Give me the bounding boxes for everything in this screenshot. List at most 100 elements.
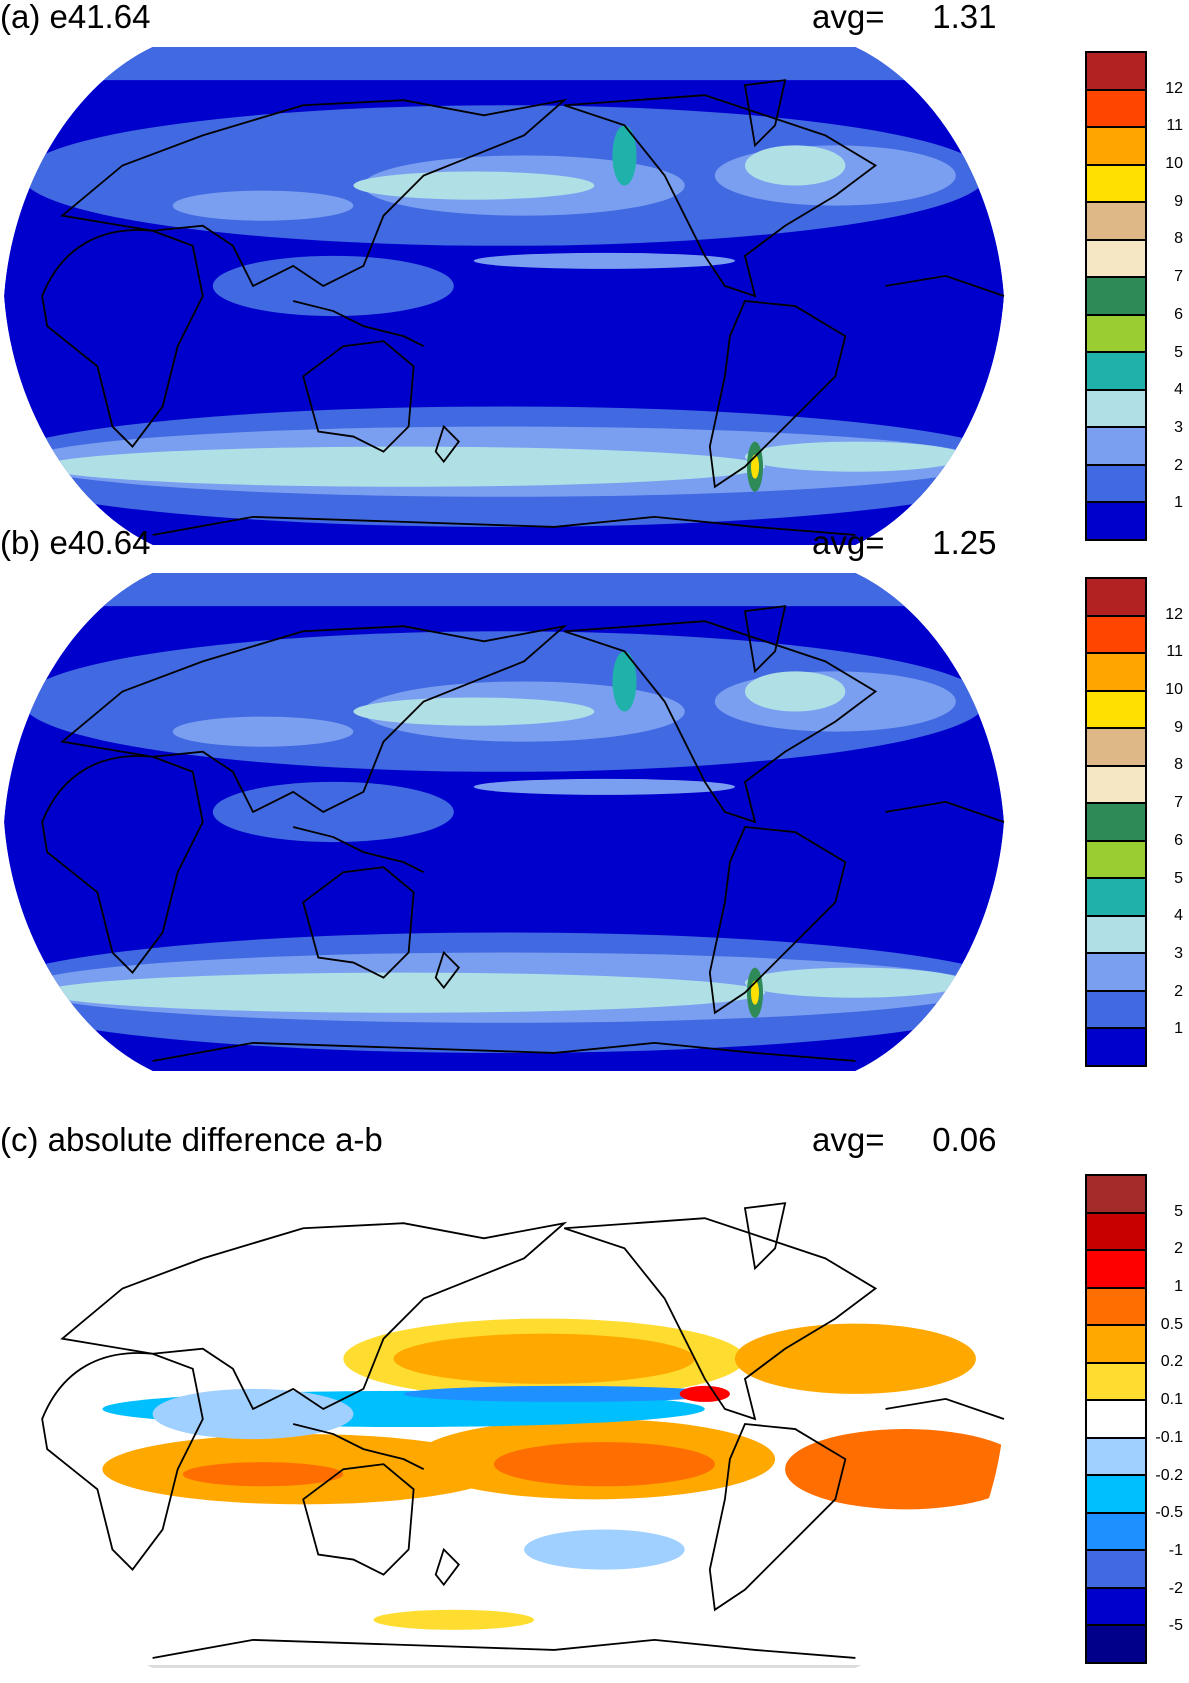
coastline (708, 300, 847, 489)
colorbar-swatch (1087, 652, 1145, 690)
colorbar-swatch (1087, 53, 1145, 89)
colorbar (1085, 577, 1147, 1067)
avg-label: avg= (812, 0, 885, 35)
panel-average: avg= 1.25 (812, 526, 996, 560)
colorbar (1085, 1174, 1147, 1664)
field-region (353, 171, 595, 200)
colorbar-tick-label: 0.2 (1160, 1353, 1183, 1371)
coastline (708, 826, 847, 1015)
colorbar-tick-label: 2 (1174, 1240, 1183, 1258)
colorbar-tick-label: 5 (1174, 1202, 1183, 1220)
colorbar-swatch (1087, 914, 1145, 953)
global-map (4, 47, 1005, 545)
avg-value: 1.25 (932, 524, 997, 561)
colorbar-tick-label: -1 (1168, 1541, 1183, 1559)
colorbar-swatch (1087, 952, 1145, 990)
colorbar-swatch (1087, 163, 1145, 202)
coastline (292, 826, 425, 874)
colorbar-swatch (1087, 88, 1145, 127)
avg-label: avg= (812, 524, 885, 561)
coastline (60, 624, 568, 814)
field-region (750, 454, 760, 479)
colorbar-swatch (1087, 501, 1145, 539)
colorbar-swatch (1087, 313, 1145, 352)
colorbar-tick-label: -0.1 (1155, 1428, 1183, 1446)
coastline (563, 94, 878, 298)
colorbar-swatch (1087, 426, 1145, 464)
coastline (708, 1423, 847, 1612)
colorbar-tick-label: -2 (1168, 1579, 1183, 1597)
colorbar-swatch (1087, 463, 1145, 502)
panel-c: (c) absolute difference a-b avg= 0.06 5 2 1… (0, 1123, 1189, 1683)
field-region (744, 145, 846, 186)
colorbar-swatch (1087, 614, 1145, 653)
avg-value: 1.31 (932, 0, 997, 35)
colorbar-tick-label: 6 (1174, 305, 1183, 323)
colorbar-swatch (1087, 1324, 1145, 1362)
panel-b: (b) e40.64 avg= 1.25 12 11 10 9 8 7 6 5 4 3 2 1 (0, 526, 1189, 1086)
colorbar-tick-label: 6 (1174, 831, 1183, 849)
coastline (60, 1221, 568, 1411)
colorbar-labels: 12 11 10 9 8 7 6 5 4 3 2 1 (1150, 577, 1189, 1067)
colorbar-tick-label: 10 (1165, 155, 1183, 173)
field-region (744, 671, 846, 712)
field-region (212, 781, 454, 843)
coastline (885, 1397, 1005, 1420)
colorbar-tick-label: -0.5 (1155, 1504, 1183, 1522)
colorbar-swatch (1087, 764, 1145, 803)
colorbar-tick-label: 0.1 (1160, 1391, 1183, 1409)
colorbar-tick-label: 4 (1174, 381, 1183, 399)
field-region (353, 697, 595, 726)
colorbar-tick-label: 7 (1174, 794, 1183, 812)
coastline (41, 229, 204, 448)
colorbar-tick-label: 0.5 (1160, 1315, 1183, 1333)
colorbar-swatch (1087, 877, 1145, 915)
field-region (4, 573, 1004, 607)
field-region (42, 446, 766, 487)
coastline (885, 274, 1005, 297)
field-region (734, 1323, 976, 1394)
field-region (744, 967, 966, 998)
colorbar-swatch (1087, 1474, 1145, 1512)
colorbar-tick-label: 12 (1165, 605, 1183, 623)
avg-value: 0.06 (932, 1121, 997, 1158)
avg-label: avg= (812, 1121, 885, 1158)
colorbar-tick-label: 10 (1165, 681, 1183, 699)
coastline (302, 1463, 415, 1576)
coastline (60, 98, 568, 288)
field-region (524, 1529, 685, 1570)
field-region (473, 252, 735, 269)
colorbar-tick-label: 8 (1174, 230, 1183, 248)
field-region (612, 125, 637, 186)
colorbar-labels: 5 2 1 0.5 0.2 0.1 -0.1 -0.2 -0.5 -1 -2 -5 (1150, 1174, 1189, 1664)
coastline (292, 300, 425, 348)
field-region (4, 47, 1004, 81)
field-region (679, 1385, 730, 1402)
colorbar-swatch (1087, 1211, 1145, 1250)
colorbar-tick-label: 7 (1174, 268, 1183, 286)
coastline (434, 424, 461, 464)
colorbar-swatch (1087, 1586, 1145, 1625)
colorbar-swatch (1087, 1399, 1145, 1437)
coastline (743, 79, 787, 148)
colorbar-swatch (1087, 1361, 1145, 1400)
panel-average: avg= 1.31 (812, 0, 996, 34)
colorbar-swatch (1087, 276, 1145, 314)
field-region (212, 255, 454, 317)
colorbar-swatch (1087, 989, 1145, 1028)
coastline (434, 1547, 461, 1587)
colorbar-swatch (1087, 351, 1145, 389)
field-region (403, 1385, 725, 1402)
field-region (473, 778, 735, 795)
coastline (302, 340, 415, 453)
coastline (743, 1202, 787, 1271)
colorbar-swatch (1087, 388, 1145, 427)
colorbar-tick-label: 11 (1166, 643, 1183, 661)
colorbar-swatch (1087, 1027, 1145, 1065)
colorbar-tick-label: 1 (1174, 1020, 1183, 1038)
colorbar-tick-label: 4 (1174, 907, 1183, 925)
colorbar-swatch (1087, 1549, 1145, 1587)
coastline (563, 1217, 878, 1421)
colorbar (1085, 51, 1147, 541)
colorbar-swatch (1087, 1436, 1145, 1475)
